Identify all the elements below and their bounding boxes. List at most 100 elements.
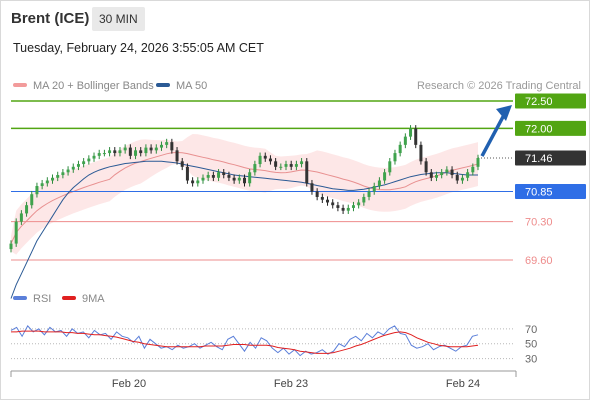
rsi-tick-30: 30 <box>525 354 537 366</box>
candle-body <box>341 207 345 211</box>
candle-body <box>403 136 407 145</box>
candle-body <box>243 177 246 184</box>
candle-body <box>336 205 340 208</box>
candle-body <box>300 161 304 165</box>
legend-label-bollinger: MA 20 + Bollinger Bands <box>33 80 154 92</box>
candle-body <box>154 147 158 151</box>
level-label-70.85: 70.85 <box>525 186 553 198</box>
candle-body <box>258 155 262 165</box>
candle-body <box>388 161 392 173</box>
candle-body <box>455 175 459 181</box>
candle-body <box>185 166 189 181</box>
level-label-72.50: 72.50 <box>525 96 553 108</box>
candle-body <box>424 161 428 173</box>
candle-body <box>92 155 96 159</box>
candle-body <box>170 142 174 151</box>
candle-body <box>351 205 355 208</box>
timeframe-badge[interactable]: 30 MIN <box>92 7 145 31</box>
candle-body <box>139 150 143 154</box>
candle-body <box>180 161 184 167</box>
level-label-71.46: 71.46 <box>525 153 553 165</box>
candle-body <box>222 172 226 176</box>
candle-body <box>118 150 122 154</box>
projection-arrow-head <box>496 104 512 121</box>
candle-body <box>434 175 438 178</box>
candle-body <box>253 164 257 173</box>
candle-body <box>227 175 231 178</box>
legend-swatch-rsi <box>13 296 27 301</box>
candle-body <box>61 172 65 176</box>
candle-body <box>149 147 153 151</box>
credit-text: Research © 2026 Trading Central <box>416 80 581 92</box>
legend-swatch-ma50 <box>156 83 170 88</box>
candle-body <box>466 172 470 178</box>
candle-body <box>429 172 433 178</box>
candle-body <box>310 183 314 192</box>
candle-body <box>19 213 23 222</box>
legend-rsi: RSI <box>13 293 51 305</box>
candle-body <box>398 144 402 154</box>
candle-body <box>383 172 387 181</box>
candle-body <box>35 186 39 195</box>
level-tag-resistance-72.00 <box>515 120 586 136</box>
candle-body <box>191 180 195 184</box>
legend-bollinger: MA 20 + Bollinger Bands <box>13 80 154 92</box>
candle-body <box>440 172 444 176</box>
candle-body <box>237 177 241 181</box>
candle-body <box>460 177 464 181</box>
candle-body <box>367 191 371 197</box>
candle-body <box>377 180 381 186</box>
legend-label-9ma: 9MA <box>82 293 105 305</box>
candle-body <box>113 150 117 154</box>
candle-body <box>346 207 350 211</box>
candle-body <box>144 147 148 154</box>
candle-body <box>357 202 361 206</box>
timestamp: Tuesday, February 24, 2026 3:55:05 AM CE… <box>13 41 264 55</box>
candle-body <box>123 147 127 151</box>
candle-body <box>268 158 272 162</box>
candle-body <box>14 221 18 244</box>
candle-body <box>419 144 423 162</box>
legend-swatch-9ma <box>62 296 76 301</box>
candle-body <box>372 186 376 192</box>
ma20-line <box>10 151 479 244</box>
candle-body <box>211 175 215 178</box>
candle-body <box>134 150 138 156</box>
candle-body <box>51 177 55 181</box>
candle-body <box>274 161 278 167</box>
candle-body <box>263 155 267 159</box>
level-label-70.30: 70.30 <box>525 217 553 229</box>
candle-body <box>414 128 418 145</box>
candle-body <box>289 164 293 167</box>
candle-body <box>279 166 283 168</box>
candle-body <box>82 161 86 165</box>
rsi-9ma-line <box>11 330 479 354</box>
candle-body <box>196 180 200 184</box>
rsi-tick-50: 50 <box>525 339 537 351</box>
x-tick-label-0: Feb 20 <box>112 378 146 390</box>
candle-body <box>471 166 475 173</box>
candle-body <box>248 172 252 184</box>
candle-body <box>159 144 163 148</box>
legend-label-rsi: RSI <box>33 293 52 305</box>
candle-body <box>206 175 210 178</box>
candle-body <box>30 194 34 206</box>
level-label-69.60: 69.60 <box>525 255 553 267</box>
level-tag-resistance-72.50 <box>515 93 586 109</box>
candle-body <box>102 153 106 155</box>
candle-body <box>25 205 29 214</box>
candles <box>9 125 480 253</box>
instrument-title: Brent (ICE) <box>11 10 90 27</box>
candle-body <box>97 153 101 156</box>
legend-9ma: 9MA <box>62 293 105 305</box>
legend-swatch-bollinger <box>13 83 27 88</box>
candle-body <box>315 191 319 197</box>
candle-body <box>445 169 449 173</box>
candle-body <box>40 183 44 186</box>
rsi-tick-70: 70 <box>525 324 537 336</box>
candle-body <box>128 147 132 156</box>
candle-body <box>45 180 49 184</box>
candle-body <box>450 169 454 176</box>
x-tick-label-2: Feb 24 <box>446 378 480 390</box>
